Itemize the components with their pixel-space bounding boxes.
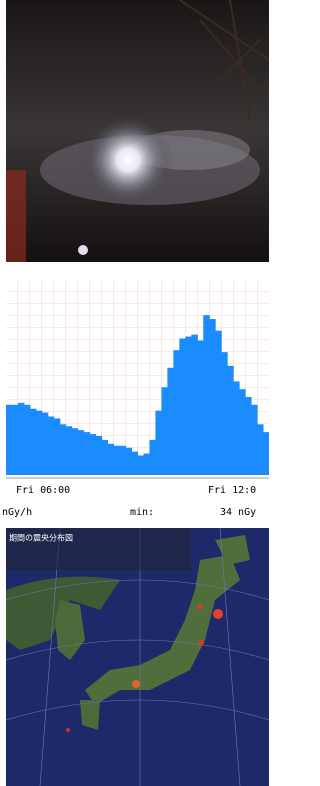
bar <box>191 335 197 475</box>
bar <box>197 340 203 475</box>
bar <box>239 389 245 475</box>
bar <box>108 444 114 475</box>
bar <box>24 405 30 475</box>
bar <box>233 381 239 475</box>
bar <box>96 436 102 475</box>
bar <box>263 432 269 475</box>
bar <box>48 417 54 476</box>
bar <box>149 440 155 475</box>
bar <box>42 413 48 475</box>
bar <box>66 426 72 475</box>
bar <box>245 397 251 475</box>
bar <box>18 403 24 475</box>
bar <box>84 432 90 475</box>
bar <box>12 405 18 475</box>
bar <box>215 331 221 475</box>
min-label: min: <box>130 507 154 518</box>
bar <box>126 448 132 475</box>
bar <box>143 454 149 475</box>
bar <box>203 315 209 475</box>
bar <box>78 430 84 475</box>
bar <box>257 424 263 475</box>
bar <box>60 424 66 475</box>
bar <box>120 446 126 475</box>
bar <box>72 428 78 475</box>
bar <box>227 366 233 475</box>
bar <box>102 440 108 475</box>
bar <box>132 452 138 475</box>
bar <box>221 352 227 475</box>
bar <box>209 319 215 475</box>
bar <box>114 446 120 475</box>
unit: nGy/h <box>2 507 32 518</box>
bar <box>173 350 179 475</box>
photo <box>6 0 269 262</box>
page: Fri 06:00 Fri 12:0 nGy/h min: 34 nGy 期間の… <box>0 0 269 786</box>
x-label: Fri 12:0 <box>208 485 256 496</box>
bar <box>30 409 36 475</box>
bar <box>155 411 161 475</box>
bar <box>6 405 12 475</box>
bar <box>36 411 42 475</box>
map-title: 期間の震央分布図 <box>9 533 73 543</box>
bar <box>185 337 191 475</box>
x-label: Fri 06:00 <box>16 485 70 496</box>
bar <box>161 387 167 475</box>
bar <box>90 434 96 475</box>
bar <box>179 339 185 476</box>
bar <box>138 456 144 476</box>
bar <box>167 368 173 475</box>
bar <box>54 418 60 475</box>
bar <box>251 405 257 475</box>
map: 期間の震央分布図 <box>6 528 269 786</box>
screen: Fri 06:00 Fri 12:0 nGy/h min: 34 nGy 期間の… <box>0 0 269 786</box>
min-value: 34 nGy <box>220 507 256 518</box>
